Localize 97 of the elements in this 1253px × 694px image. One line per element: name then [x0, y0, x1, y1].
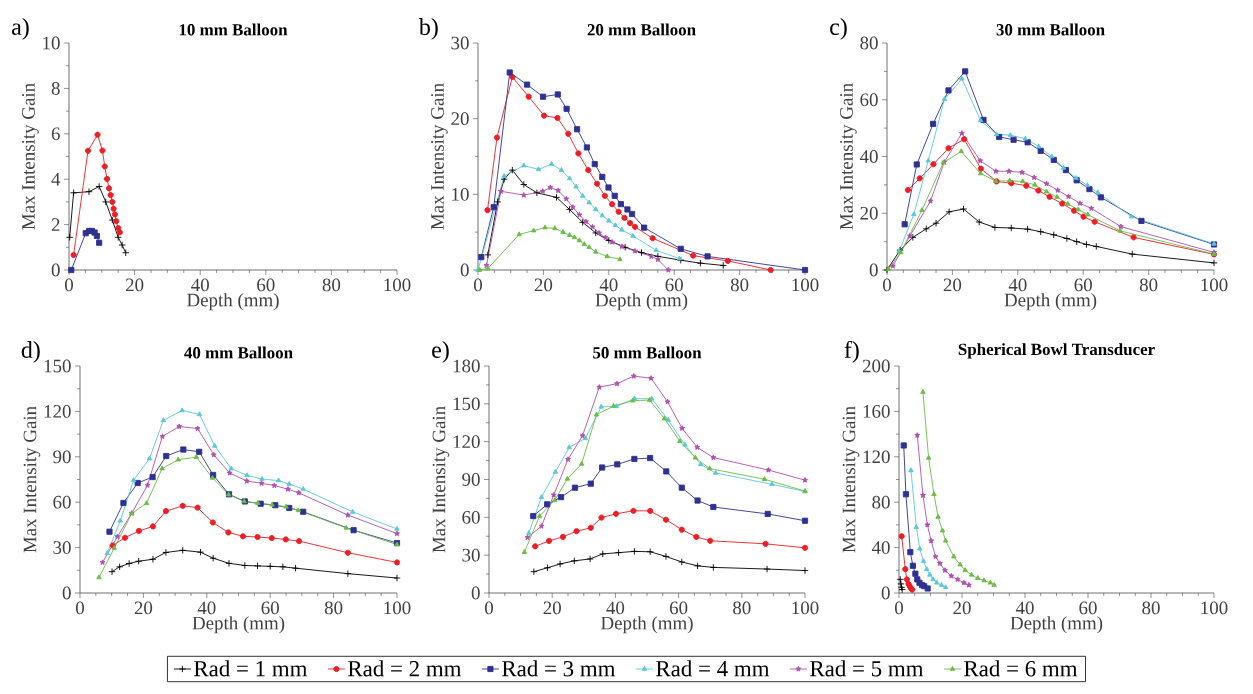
x-tick-label: 60 [261, 601, 279, 615]
y-axis-title: Max Intensity Gain [840, 83, 857, 230]
x-tick-label: 60 [257, 278, 275, 292]
y-tick-label: 0 [460, 263, 469, 277]
y-tick-label: 0 [881, 586, 890, 600]
y-tick-label: 120 [453, 435, 480, 449]
y-tick-label: 80 [860, 36, 878, 50]
x-tick-label: 60 [1079, 601, 1097, 615]
x-axis-title: Depth (mm) [601, 616, 693, 634]
x-tick-label: 20 [543, 601, 561, 615]
x-tick-label: 40 [606, 601, 625, 615]
x-tick-label: 100 [1201, 278, 1228, 292]
y-tick-label: 30 [53, 541, 71, 554]
y-tick-label: 20 [860, 206, 878, 220]
chart-title: 10 mm Balloon [179, 23, 288, 36]
legend-label: Rad = 3 mm [502, 660, 616, 677]
y-tick-label: 10 [43, 36, 60, 50]
x-tick-label: 20 [534, 278, 553, 292]
text: a) [12, 18, 29, 40]
y-tick-label: 120 [44, 405, 71, 418]
x-tick-label: 0 [75, 601, 84, 615]
x-tick-label: 80 [733, 601, 751, 615]
x-tick-label: 100 [384, 278, 411, 292]
x-tick-label: 0 [894, 601, 903, 615]
y-tick-label: 0 [869, 263, 878, 277]
x-tick-label: 20 [134, 601, 153, 615]
text: f) [844, 340, 859, 363]
y-tick-label: 0 [51, 263, 60, 277]
y-tick-label: 6 [51, 127, 60, 141]
x-axis-title: Depth (mm) [187, 293, 279, 311]
y-tick-label: 150 [44, 359, 71, 373]
y-tick-label: 60 [53, 495, 71, 509]
x-axis-title: Depth (mm) [1004, 293, 1097, 311]
y-tick-label: 150 [453, 397, 480, 411]
x-tick-label: 40 [197, 601, 216, 615]
y-tick-label: 40 [871, 541, 890, 554]
text: d) [21, 341, 40, 363]
y-tick-label: 90 [462, 473, 480, 486]
x-tick-label: 0 [484, 601, 494, 615]
x-tick-label: 80 [1142, 601, 1160, 615]
y-tick-label: 2 [51, 218, 60, 231]
y-tick-label: 40 [859, 150, 878, 163]
x-tick-label: 40 [1015, 601, 1034, 615]
x-tick-label: 100 [792, 278, 819, 292]
legend-label: Rad = 1 mm [194, 660, 308, 677]
y-axis-title: Max Intensity Gain [432, 406, 450, 553]
x-tick-label: 40 [1008, 278, 1027, 292]
y-tick-label: 20 [451, 112, 469, 126]
x-tick-label: 40 [599, 278, 618, 292]
text: b) [418, 18, 438, 40]
y-tick-label: 30 [462, 548, 480, 562]
x-tick-label: 60 [665, 278, 683, 292]
x-axis-title: Depth (mm) [595, 293, 688, 311]
x-tick-label: 80 [324, 601, 343, 615]
x-tick-label: 100 [792, 601, 819, 615]
x-tick-label: 100 [1201, 601, 1228, 615]
y-axis-title: Max Intensity Gain [431, 83, 448, 230]
text: e) [432, 341, 449, 363]
x-tick-label: 80 [730, 278, 749, 292]
y-tick-label: 60 [462, 510, 480, 524]
chart-title: 40 mm Balloon [184, 346, 293, 359]
x-axis-title: Depth (mm) [1010, 616, 1103, 634]
y-tick-label: 30 [451, 36, 469, 50]
text: c) [830, 18, 847, 40]
y-tick-label: 8 [51, 82, 60, 95]
chart-title: 30 mm Balloon [996, 23, 1105, 36]
x-tick-label: 20 [943, 278, 962, 292]
x-tick-label: 100 [384, 601, 411, 615]
y-tick-label: 80 [872, 495, 890, 509]
y-tick-label: 0 [62, 586, 71, 600]
x-tick-label: 60 [669, 601, 688, 615]
y-tick-label: 90 [53, 450, 71, 464]
x-tick-label: 40 [191, 278, 209, 292]
y-tick-label: 0 [471, 586, 480, 600]
x-tick-label: 80 [322, 278, 341, 292]
legend-label: Rad = 6 mm [964, 660, 1078, 677]
legend-label: Rad = 4 mm [656, 660, 770, 677]
chart-title: 20 mm Balloon [587, 23, 696, 36]
y-tick-label: 10 [452, 187, 469, 201]
y-axis-title: Max Intensity Gain [22, 83, 39, 230]
y-axis-title: Max Intensity Gain [842, 406, 860, 553]
x-tick-label: 60 [1074, 278, 1092, 292]
y-tick-label: 120 [863, 450, 890, 464]
y-tick-label: 200 [862, 359, 890, 373]
x-tick-label: 80 [1139, 278, 1158, 292]
y-tick-label: 4 [51, 172, 61, 186]
chart-title: 50 mm Balloon [593, 346, 702, 359]
y-tick-label: 60 [860, 93, 878, 107]
legend-label: Rad = 5 mm [810, 660, 924, 677]
y-tick-label: 160 [863, 405, 890, 418]
x-tick-label: 20 [125, 278, 144, 292]
x-tick-label: 20 [953, 601, 971, 615]
y-tick-label: 180 [453, 359, 480, 373]
y-axis-title: Max Intensity Gain [23, 406, 41, 553]
chart-title: Spherical Bowl Transducer [958, 343, 1155, 359]
x-axis-title: Depth (mm) [192, 616, 285, 634]
legend-label: Rad = 2 mm [348, 660, 462, 677]
